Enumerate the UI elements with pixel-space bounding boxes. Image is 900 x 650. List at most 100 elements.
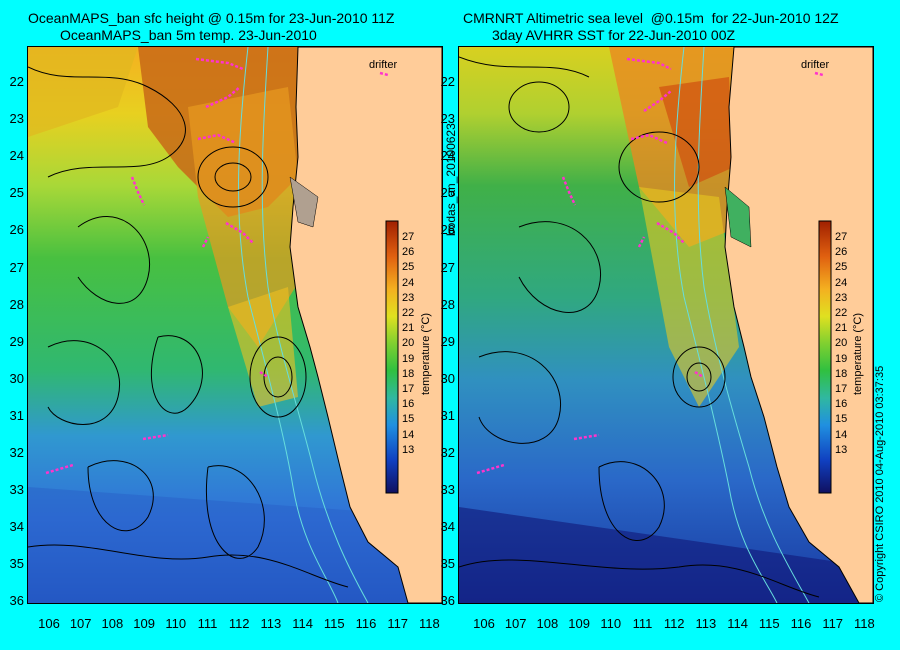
left-colorbar bbox=[385, 220, 399, 494]
longitude-tick-label: 114 bbox=[292, 616, 313, 631]
longitude-tick-label: 112 bbox=[663, 616, 685, 631]
left-map-graphic bbox=[28, 47, 442, 603]
latitude-tick-label: 25 bbox=[9, 185, 24, 201]
latitude-tick-label: 24 bbox=[9, 148, 24, 164]
left-map bbox=[27, 46, 443, 604]
longitude-tick-label: 116 bbox=[355, 616, 377, 631]
colorbar-tick-label: 15 bbox=[402, 413, 415, 426]
longitude-tick-label: 106 bbox=[38, 616, 60, 631]
right-colorbar bbox=[818, 220, 832, 494]
left-drifter-label: drifter bbox=[369, 59, 398, 71]
latitude-tick-label: 26 bbox=[440, 222, 455, 238]
latitude-tick-label: 23 bbox=[9, 111, 24, 127]
latitude-tick-label: 27 bbox=[9, 259, 24, 275]
colorbar-tick-label: 23 bbox=[402, 291, 415, 304]
right-title-line2: 3day AVHRR SST for 22-Jun-2010 00Z bbox=[492, 27, 736, 43]
colorbar-tick-label: 17 bbox=[835, 383, 848, 395]
colorbar-tick-label: 16 bbox=[402, 398, 415, 411]
run-id-label: bodas_an_20100623 bbox=[444, 123, 458, 236]
colorbar-tick-label: 20 bbox=[402, 337, 415, 350]
latitude-tick-label: 35 bbox=[440, 556, 455, 572]
colorbar-tick-label: 27 bbox=[835, 231, 848, 243]
colorbar-tick-label: 23 bbox=[835, 291, 848, 304]
latitude-tick-label: 35 bbox=[9, 556, 24, 572]
latitude-tick-label: 26 bbox=[9, 222, 24, 238]
colorbar-tick-label: 27 bbox=[402, 231, 415, 243]
latitude-tick-label: 28 bbox=[9, 296, 24, 312]
latitude-tick-label: 32 bbox=[440, 445, 455, 460]
latitude-tick-label: 34 bbox=[440, 519, 455, 535]
longitude-tick-label: 112 bbox=[228, 616, 250, 631]
latitude-tick-label: 31 bbox=[440, 407, 455, 423]
longitude-tick-label: 106 bbox=[473, 616, 495, 631]
latitude-tick-label: 31 bbox=[9, 407, 24, 423]
latitude-tick-label: 34 bbox=[9, 519, 24, 535]
longitude-tick-label: 107 bbox=[504, 616, 527, 631]
colorbar-tick-label: 25 bbox=[835, 261, 848, 274]
longitude-tick-label: 113 bbox=[695, 616, 717, 631]
latitude-tick-label: 36 bbox=[440, 593, 455, 609]
colorbar-tick-label: 19 bbox=[835, 352, 848, 365]
longitude-tick-label: 118 bbox=[854, 616, 875, 631]
latitude-tick-label: 36 bbox=[9, 593, 24, 609]
longitude-tick-label: 111 bbox=[632, 616, 653, 631]
latitude-tick-label: 22 bbox=[9, 74, 24, 89]
colorbar-tick-label: 21 bbox=[402, 322, 415, 335]
longitude-tick-label: 115 bbox=[758, 616, 780, 631]
colorbar-tick-label: 18 bbox=[402, 367, 415, 380]
latitude-tick-label: 22 bbox=[440, 74, 455, 89]
right-colorbar-label: temperature (°C) bbox=[852, 312, 864, 395]
longitude-tick-label: 109 bbox=[133, 616, 155, 631]
copyright-label: © Copyright CSIRO 2010 04-Aug-2010 03:37… bbox=[874, 365, 886, 602]
colorbar-tick-label: 13 bbox=[402, 443, 415, 456]
colorbar-tick-label: 15 bbox=[835, 413, 848, 426]
colorbar-tick-label: 24 bbox=[835, 276, 848, 289]
colorbar-tick-label: 19 bbox=[402, 352, 415, 365]
latitude-tick-label: 30 bbox=[440, 370, 455, 386]
longitude-tick-label: 111 bbox=[197, 616, 218, 631]
colorbar-tick-label: 26 bbox=[835, 246, 848, 259]
latitude-tick-label: 27 bbox=[440, 259, 455, 275]
longitude-tick-label: 108 bbox=[101, 616, 124, 631]
latitude-tick-label: 33 bbox=[9, 482, 24, 498]
latitude-tick-label: 24 bbox=[440, 148, 455, 164]
longitude-tick-label: 115 bbox=[323, 616, 345, 631]
latitude-tick-label: 33 bbox=[440, 482, 455, 498]
colorbar-tick-label: 26 bbox=[402, 246, 415, 259]
colorbar-tick-label: 25 bbox=[402, 261, 415, 274]
latitude-tick-label: 28 bbox=[440, 296, 455, 312]
colorbar-tick-label: 16 bbox=[835, 398, 848, 411]
colorbar-tick-label: 13 bbox=[835, 443, 848, 456]
right-drifter-label: drifter bbox=[801, 59, 830, 71]
left-colorbar-label: temperature (°C) bbox=[420, 312, 432, 395]
longitude-tick-label: 107 bbox=[69, 616, 92, 631]
longitude-tick-label: 117 bbox=[822, 616, 844, 631]
right-map bbox=[458, 46, 874, 604]
right-title-line1: CMRNRT Altimetric sea level @0.15m for 2… bbox=[463, 10, 839, 26]
latitude-tick-label: 29 bbox=[440, 333, 455, 349]
latitude-tick-label: 30 bbox=[9, 370, 24, 386]
left-title-line2: OceanMAPS_ban 5m temp. 23-Jun-2010 bbox=[60, 27, 317, 43]
colorbar-tick-label: 17 bbox=[402, 383, 415, 395]
latitude-tick-label: 23 bbox=[440, 111, 455, 127]
colorbar-tick-label: 20 bbox=[835, 337, 848, 350]
colorbar-tick-label: 24 bbox=[402, 276, 415, 289]
right-map-graphic bbox=[459, 47, 873, 603]
longitude-tick-label: 110 bbox=[165, 616, 187, 631]
colorbar-tick-label: 18 bbox=[835, 367, 848, 380]
colorbar-tick-label: 14 bbox=[835, 428, 848, 441]
colorbar-tick-label: 14 bbox=[402, 428, 415, 441]
colorbar-tick-label: 22 bbox=[402, 307, 415, 319]
left-title-line1: OceanMAPS_ban sfc height @ 0.15m for 23-… bbox=[28, 10, 395, 26]
longitude-tick-label: 117 bbox=[387, 616, 409, 631]
longitude-tick-label: 116 bbox=[790, 616, 812, 631]
longitude-tick-label: 108 bbox=[536, 616, 559, 631]
latitude-tick-label: 29 bbox=[9, 333, 24, 349]
latitude-tick-label: 32 bbox=[9, 445, 24, 460]
colorbar-tick-label: 22 bbox=[835, 307, 848, 319]
longitude-tick-label: 114 bbox=[727, 616, 748, 631]
longitude-tick-label: 110 bbox=[600, 616, 622, 631]
longitude-tick-label: 113 bbox=[260, 616, 282, 631]
colorbar-tick-label: 21 bbox=[835, 322, 848, 335]
latitude-tick-label: 25 bbox=[440, 185, 455, 201]
